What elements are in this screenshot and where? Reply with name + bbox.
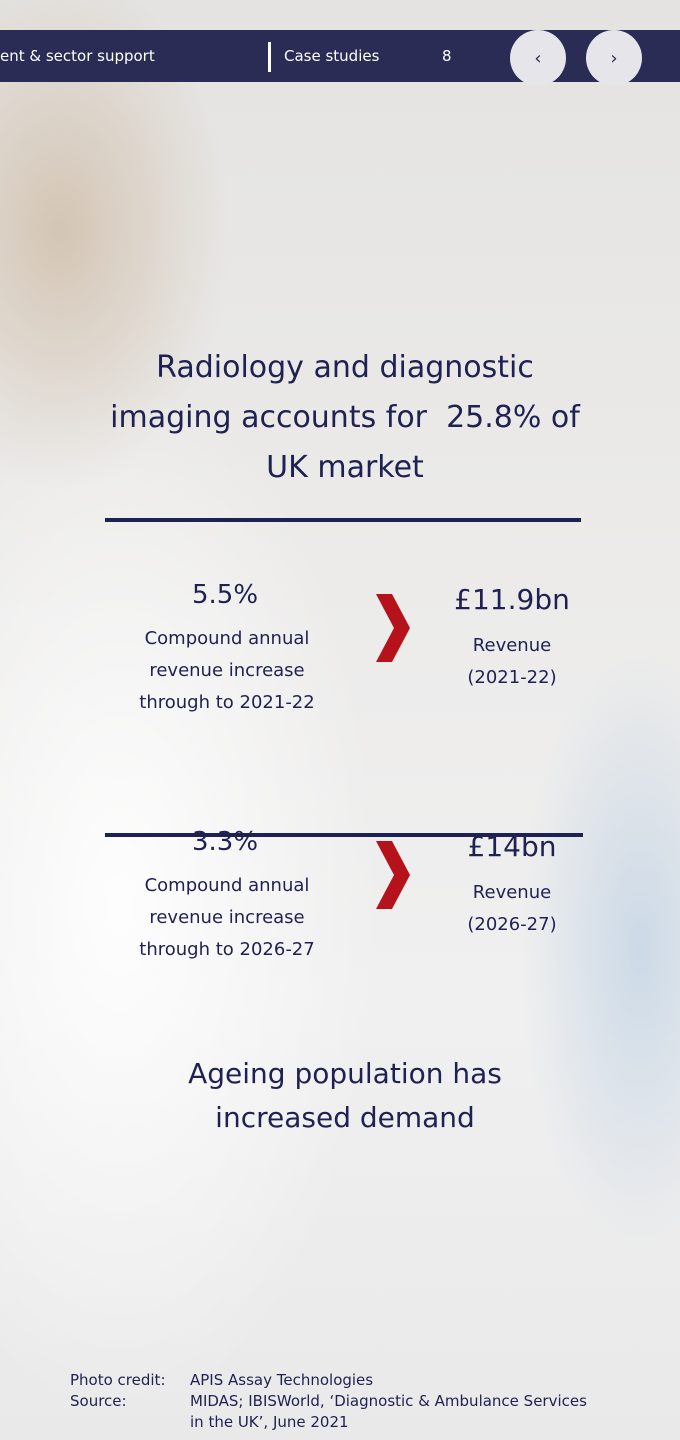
credit-label: Source: (70, 1391, 190, 1412)
credit-label: Photo credit: (70, 1370, 190, 1391)
prev-button[interactable]: ‹ (510, 30, 566, 86)
rate-label: Compound annual revenue increase through… (112, 623, 342, 719)
revenue-label: Revenue (2021-22) (452, 630, 572, 694)
divider (105, 518, 581, 522)
revenue: £14bn (432, 830, 592, 863)
nav-bar: ent & sector support Case studies 8 ‹ › (0, 30, 680, 82)
nav-separator (268, 42, 271, 72)
rate: 3.3% (125, 827, 325, 857)
revenue: £11.9bn (432, 583, 592, 616)
chevron-icon (372, 835, 412, 915)
chevron (372, 835, 412, 915)
page: ent & sector support Case studies 8 ‹ › … (0, 0, 680, 1440)
page-number: 8 (442, 47, 452, 65)
credit-text: MIDAS; IBISWorld, ‘Diagnostic & Ambulanc… (190, 1391, 590, 1433)
nav-section[interactable]: ent & sector support (0, 47, 155, 65)
rate: 5.5% (125, 580, 325, 610)
chevron (372, 588, 412, 668)
revenue-label: Revenue (2026-27) (452, 877, 572, 941)
chevron-icon (372, 588, 412, 668)
headline: Radiology and diagnostic imaging account… (105, 343, 585, 493)
nav-tab[interactable]: Case studies (284, 47, 379, 65)
rate-label: Compound annual revenue increase through… (112, 870, 342, 966)
next-button[interactable]: › (586, 30, 642, 86)
credit-text: APIS Assay Technologies (190, 1370, 590, 1391)
footer-headline: Ageing population has increased demand (155, 1052, 535, 1140)
